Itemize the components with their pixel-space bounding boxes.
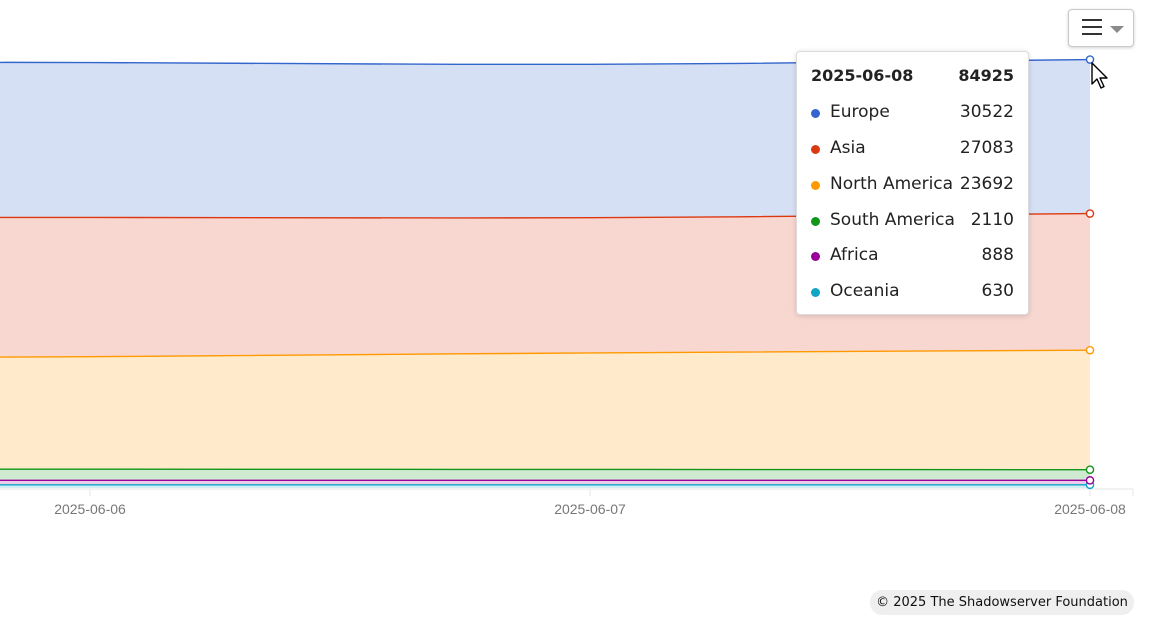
tooltip-total: 84925 bbox=[958, 66, 1014, 85]
tooltip-row-europe: Europe 30522 bbox=[811, 102, 1014, 124]
area-oceania bbox=[0, 484, 1090, 488]
x-tick-label: 2025-06-08 bbox=[1054, 501, 1126, 517]
tooltip-row-africa: Africa 888 bbox=[811, 245, 1014, 267]
series-dot-icon bbox=[811, 288, 820, 297]
tooltip-series-value: 888 bbox=[981, 245, 1014, 265]
tooltip-series-value: 27083 bbox=[959, 138, 1014, 158]
marker-south-america[interactable] bbox=[1085, 465, 1095, 474]
tooltip-row-south-america: South America 2110 bbox=[811, 210, 1014, 232]
tooltip-series-value: 23692 bbox=[959, 174, 1014, 194]
series-dot-icon bbox=[811, 181, 820, 190]
tooltip-row-asia: Asia 27083 bbox=[811, 138, 1014, 160]
copyright-credit: © 2025 The Shadowserver Foundation bbox=[870, 590, 1134, 615]
x-axis: 2025-06-06 2025-06-07 2025-06-08 bbox=[0, 488, 1134, 517]
hamburger-menu-icon bbox=[1082, 19, 1102, 37]
chart-tooltip: 2025-06-08 84925 Europe 30522 Asia 27083… bbox=[796, 51, 1029, 315]
tooltip-series-name: Europe bbox=[830, 102, 890, 122]
tooltip-series-name: Africa bbox=[830, 245, 879, 265]
marker-africa[interactable] bbox=[1085, 476, 1095, 485]
area-africa bbox=[0, 480, 1090, 485]
area-north-america bbox=[0, 350, 1090, 470]
tooltip-series-name: Oceania bbox=[830, 281, 900, 301]
hover-markers bbox=[1085, 55, 1095, 490]
marker-europe[interactable] bbox=[1085, 55, 1095, 64]
tooltip-series-value: 630 bbox=[981, 281, 1014, 301]
line-south-america bbox=[0, 468, 1091, 471]
chevron-down-icon bbox=[1110, 26, 1124, 33]
tooltip-series-name: South America bbox=[830, 210, 955, 230]
chart-menu-button[interactable] bbox=[1068, 9, 1134, 47]
series-dot-icon bbox=[811, 217, 820, 226]
tooltip-row-north-america: North America 23692 bbox=[811, 174, 1014, 196]
series-dot-icon bbox=[811, 145, 820, 154]
tooltip-date: 2025-06-08 bbox=[811, 66, 914, 85]
line-north-america bbox=[0, 349, 1091, 358]
x-tick-label: 2025-06-07 bbox=[554, 501, 626, 517]
mouse-pointer-icon bbox=[1091, 62, 1108, 89]
tooltip-series-value: 30522 bbox=[959, 102, 1014, 122]
x-tick-label: 2025-06-06 bbox=[54, 501, 126, 517]
tooltip-series-name: Asia bbox=[830, 138, 866, 158]
tooltip-series-value: 2110 bbox=[970, 210, 1014, 230]
series-dot-icon bbox=[811, 109, 820, 118]
tooltip-row-oceania: Oceania 630 bbox=[811, 281, 1014, 303]
tooltip-series-name: North America bbox=[830, 174, 954, 194]
series-dot-icon bbox=[811, 252, 820, 261]
marker-asia[interactable] bbox=[1085, 209, 1095, 218]
tooltip-header: 2025-06-08 84925 bbox=[811, 66, 1014, 88]
marker-north-america[interactable] bbox=[1085, 345, 1095, 355]
area-south-america bbox=[0, 469, 1090, 481]
